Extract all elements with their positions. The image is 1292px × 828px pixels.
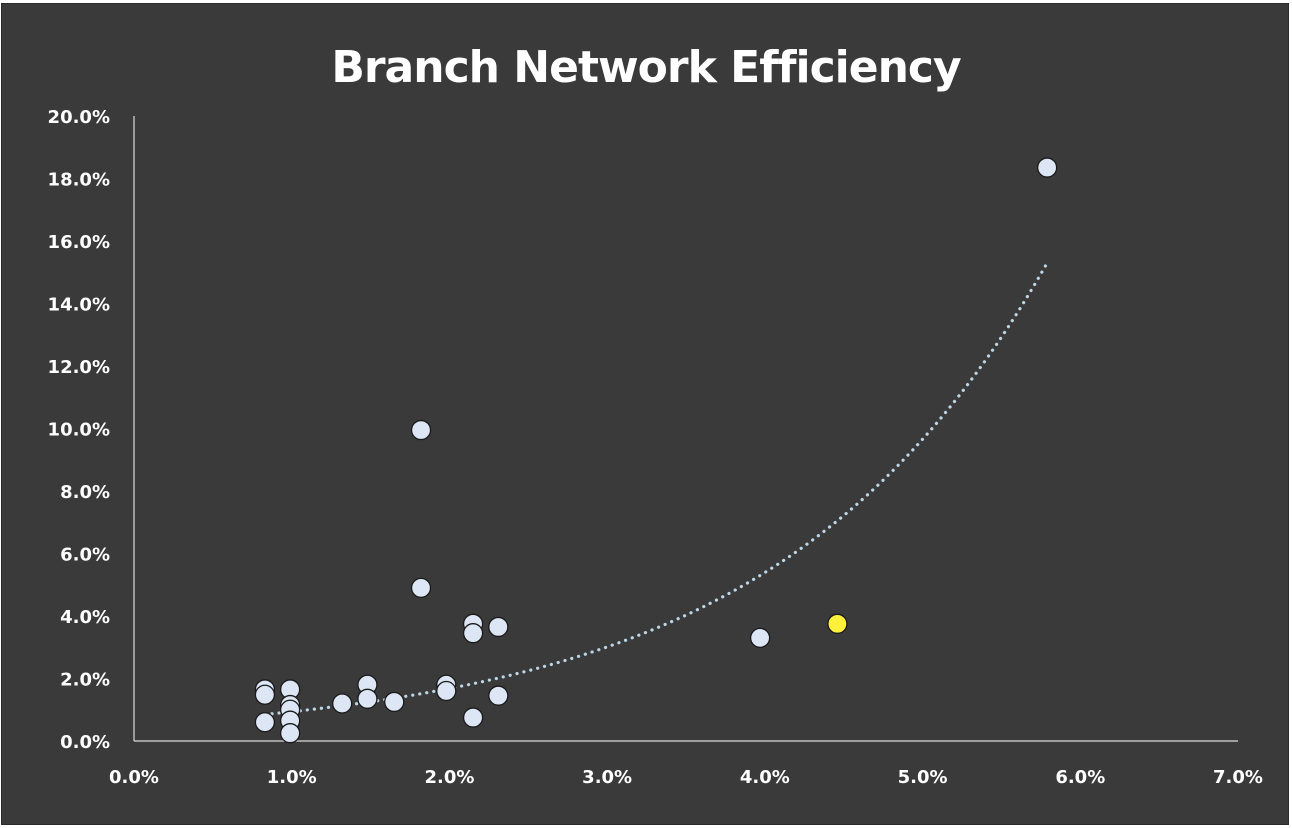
y-tick-label: 10.0% bbox=[48, 420, 110, 441]
data-point[interactable] bbox=[410, 577, 432, 599]
x-tick-label: 2.0% bbox=[424, 767, 474, 788]
data-point[interactable] bbox=[410, 419, 432, 441]
x-tick-label: 0.0% bbox=[109, 767, 159, 788]
chart-area bbox=[1, 3, 1289, 825]
y-tick-label: 0.0% bbox=[60, 732, 110, 753]
y-tick-label: 18.0% bbox=[48, 170, 110, 191]
x-tick-label: 6.0% bbox=[1055, 767, 1105, 788]
x-tick-label: 5.0% bbox=[898, 767, 948, 788]
data-point[interactable] bbox=[279, 723, 301, 744]
data-point[interactable] bbox=[462, 623, 484, 644]
data-point[interactable] bbox=[488, 685, 509, 706]
y-tick-label: 6.0% bbox=[60, 545, 110, 566]
y-tick-label: 12.0% bbox=[48, 357, 110, 378]
chart-title: Branch Network Efficiency bbox=[331, 42, 961, 93]
y-tick-label: 8.0% bbox=[60, 482, 110, 503]
data-point[interactable] bbox=[749, 627, 771, 649]
data-point[interactable] bbox=[488, 616, 509, 638]
data-point[interactable] bbox=[1037, 157, 1058, 178]
y-tick-label: 14.0% bbox=[48, 295, 110, 316]
y-tick-label: 4.0% bbox=[60, 607, 110, 628]
data-point[interactable] bbox=[462, 707, 484, 728]
data-point[interactable] bbox=[254, 684, 276, 705]
data-point[interactable] bbox=[384, 691, 405, 713]
x-tick-label: 4.0% bbox=[740, 767, 790, 788]
x-tick-label: 1.0% bbox=[267, 767, 317, 788]
data-point[interactable] bbox=[254, 712, 276, 733]
data-point[interactable] bbox=[332, 693, 353, 714]
trendline bbox=[263, 261, 1049, 717]
x-tick-label: 3.0% bbox=[582, 767, 632, 788]
data-point[interactable] bbox=[436, 680, 457, 702]
highlighted-data-point[interactable] bbox=[827, 613, 848, 634]
data-point[interactable] bbox=[357, 688, 378, 709]
y-tick-label: 20.0% bbox=[48, 107, 110, 128]
x-tick-label: 7.0% bbox=[1213, 767, 1263, 788]
y-tick-label: 16.0% bbox=[48, 232, 110, 253]
y-tick-label: 2.0% bbox=[60, 670, 110, 691]
